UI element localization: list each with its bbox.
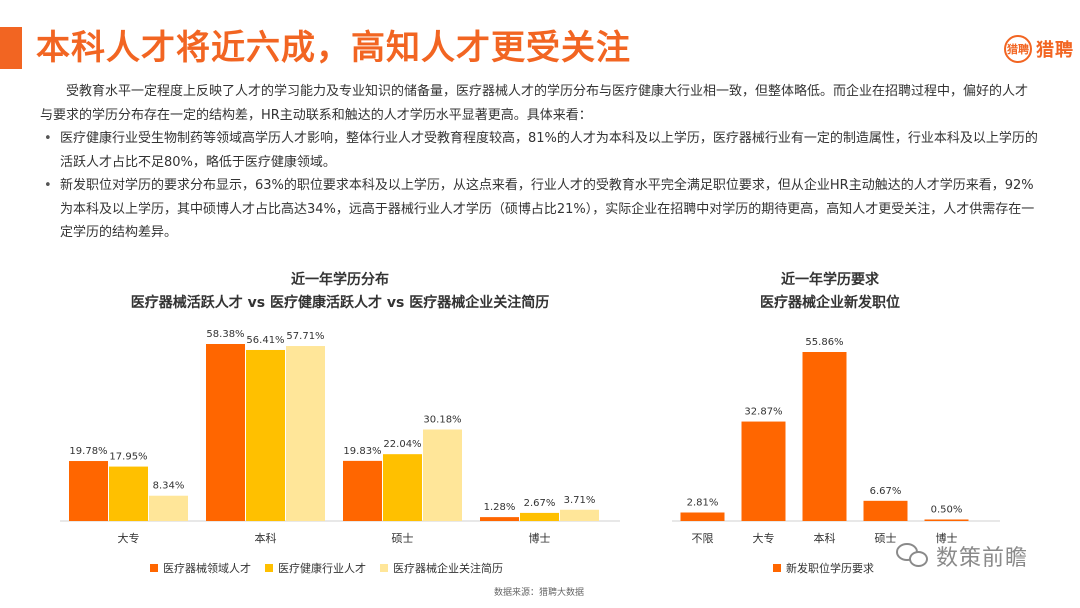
chart2-data-label: 32.87% xyxy=(744,407,782,418)
legend-item: 新发职位学历要求 xyxy=(773,560,874,576)
legend-item: 医疗器械领域人才 xyxy=(150,560,251,576)
chart1-tick-label: 大专 xyxy=(118,531,140,545)
chart1-bar xyxy=(69,461,108,521)
chart1-data-label: 58.38% xyxy=(206,329,244,340)
chart1-data-label: 1.28% xyxy=(484,502,516,513)
chart1-data-label: 3.71% xyxy=(564,495,596,506)
page-title: 本科人才将近六成，高知人才更受关注 xyxy=(36,28,631,68)
chart1-subtitle: 医疗器械活跃人才 vs 医疗健康活跃人才 vs 医疗器械企业关注简历 xyxy=(130,295,550,311)
chart1-bar xyxy=(423,429,462,521)
chart2-bar xyxy=(741,421,786,521)
chart2-tick-label: 硕士 xyxy=(875,532,897,545)
chart1-data-label: 17.95% xyxy=(109,452,147,463)
chart1-data-label: 57.71% xyxy=(286,331,324,342)
body-text: 受教育水平一定程度上反映了人才的学习能力及专业知识的储备量，医疗器械人才的学历分… xyxy=(40,80,1040,245)
watermark-text: 数策前瞻 xyxy=(936,546,1029,571)
chart2-heading: 近一年学历要求 医疗器械企业新发职位 xyxy=(660,269,1000,315)
chart1-heading: 近一年学历分布 医疗器械活跃人才 vs 医疗健康活跃人才 vs 医疗器械企业关注… xyxy=(80,269,600,315)
bullet-item: 新发职位对学历的要求分布显示，63%的职位要求本科及以上学历，从这点来看，行业人… xyxy=(40,174,1040,245)
chart1-data-label: 19.83% xyxy=(343,446,381,457)
chart1-legend: 医疗器械领域人才 医疗健康行业人才 医疗器械企业关注简历 xyxy=(150,560,517,576)
chart2-bar xyxy=(924,519,969,521)
chart1-tick-label: 博士 xyxy=(529,532,551,545)
chart1-title: 近一年学历分布 xyxy=(291,272,389,288)
chart2-bar xyxy=(863,500,908,521)
logo-text: 猎聘 xyxy=(1036,40,1074,61)
chart1-data-label: 56.41% xyxy=(246,335,284,346)
chart2-bar xyxy=(802,352,847,521)
chart1-tick-label: 硕士 xyxy=(392,532,414,545)
chart2-data-label: 6.67% xyxy=(870,486,902,497)
bullet-item: 医疗健康行业受生物制药等领域高学历人才影响，整体行业人才受教育程度较高，81%的… xyxy=(40,127,1040,174)
legend-swatch-orange xyxy=(773,564,781,572)
data-source-note: 数据来源：猎聘大数据 xyxy=(494,588,585,598)
chart1-data-label: 19.78% xyxy=(69,446,107,457)
legend-label: 新发职位学历要求 xyxy=(786,562,874,575)
chart2-tick-label: 不限 xyxy=(692,532,714,545)
intro-paragraph: 受教育水平一定程度上反映了人才的学习能力及专业知识的储备量，医疗器械人才的学历分… xyxy=(40,84,1029,123)
chart1-bar xyxy=(109,466,148,521)
legend-swatch-gold xyxy=(265,564,273,572)
chart1-bar xyxy=(246,349,285,521)
chart2-title: 近一年学历要求 xyxy=(781,272,879,288)
legend-item: 医疗健康行业人才 xyxy=(265,560,366,576)
chart1-tick-label: 本科 xyxy=(255,531,277,545)
chart1-data-label: 2.67% xyxy=(524,498,556,509)
chart2-subtitle: 医疗器械企业新发职位 xyxy=(760,295,900,311)
title-accent-bar xyxy=(0,27,22,69)
chart1-bar xyxy=(480,517,519,521)
chart1-bar xyxy=(206,344,245,521)
watermark: 数策前瞻 xyxy=(896,540,1028,572)
chart1-bar xyxy=(520,512,559,521)
legend-swatch-orange xyxy=(150,564,158,572)
logo-mark-icon: 猎聘 xyxy=(1004,35,1032,63)
chart1-data-label: 8.34% xyxy=(153,481,185,492)
chart1-data-label: 22.04% xyxy=(383,439,421,450)
legend-swatch-cream xyxy=(380,564,388,572)
chart1-bar xyxy=(286,346,325,521)
chart2-legend: 新发职位学历要求 xyxy=(773,560,888,576)
chart1-bar xyxy=(149,495,188,521)
chart1-bar xyxy=(560,509,599,521)
chart2-tick-label: 大专 xyxy=(753,531,775,545)
legend-label: 医疗器械领域人才 xyxy=(163,562,251,575)
chart2-data-label: 2.81% xyxy=(687,497,719,508)
liepin-logo: 猎聘 猎聘 xyxy=(1004,31,1074,67)
legend-label: 医疗器械企业关注简历 xyxy=(393,562,503,575)
chart2-bar xyxy=(680,512,725,521)
chart1-bar xyxy=(383,454,422,521)
chart1-data-label: 30.18% xyxy=(423,414,461,425)
chart2-data-label: 55.86% xyxy=(805,337,843,348)
wechat-icon xyxy=(896,541,930,571)
chart2-tick-label: 本科 xyxy=(814,531,836,545)
legend-item: 医疗器械企业关注简历 xyxy=(380,560,503,576)
chart2-tick-label: 博士 xyxy=(936,532,958,545)
legend-label: 医疗健康行业人才 xyxy=(278,562,366,575)
chart2-data-label: 0.50% xyxy=(931,504,963,515)
chart1-bar xyxy=(343,460,382,521)
